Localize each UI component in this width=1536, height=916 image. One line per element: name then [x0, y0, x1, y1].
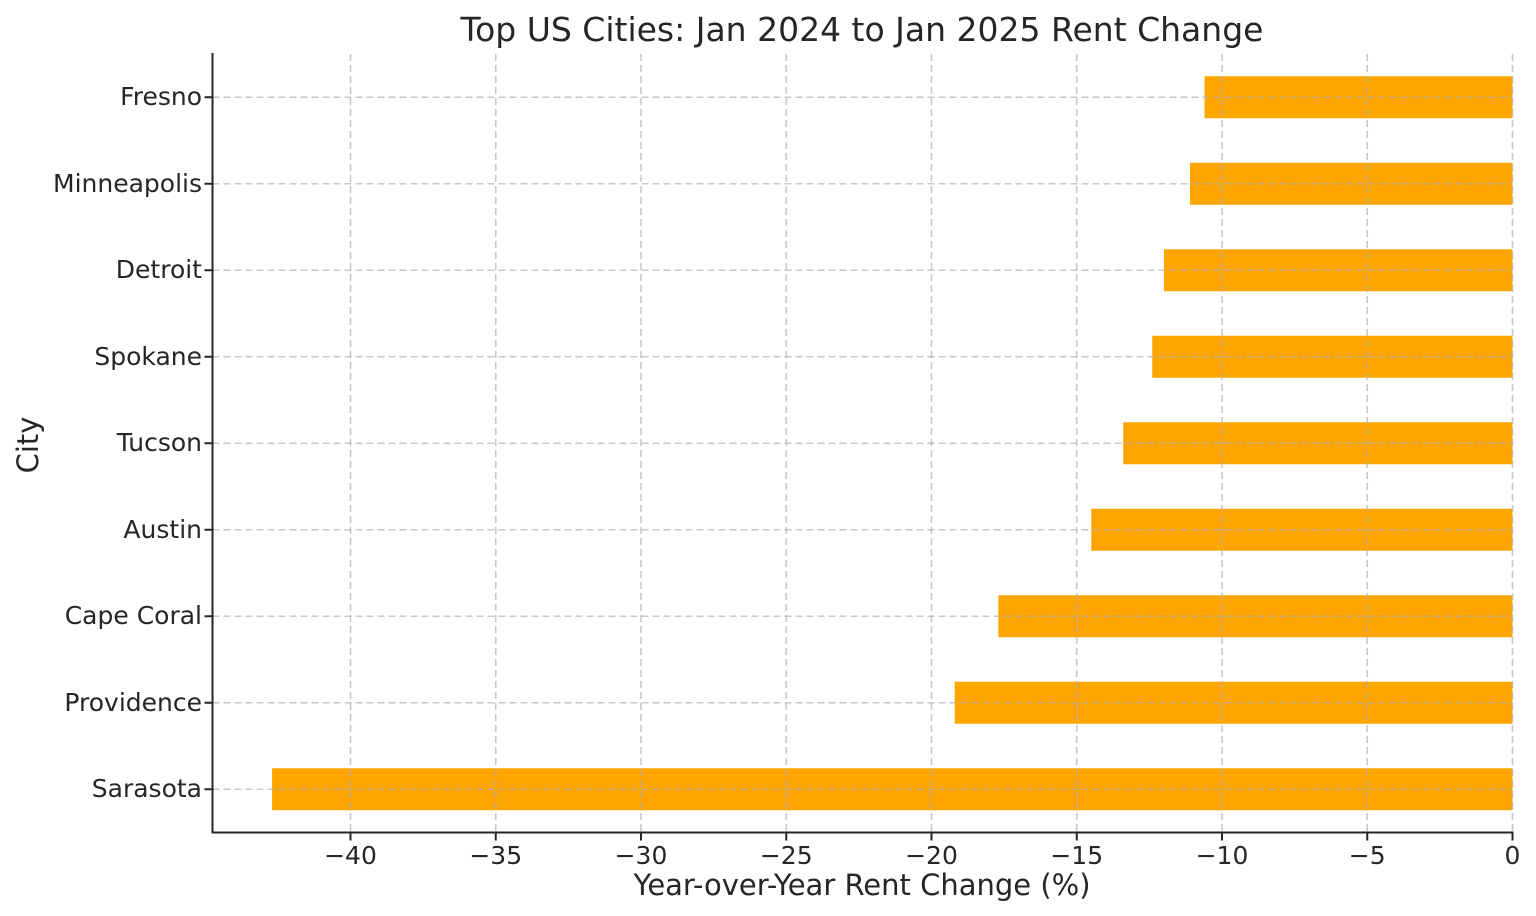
- x-tick-label: −30: [614, 841, 668, 870]
- y-tick-label-sarasota: Sarasota: [91, 774, 202, 804]
- x-tick-label: −35: [469, 841, 523, 870]
- x-tick-label: 0: [1504, 841, 1521, 870]
- x-tick-label: −10: [1195, 841, 1249, 870]
- y-tick-label-cape-coral: Cape Coral: [64, 601, 202, 631]
- y-tick-label-austin: Austin: [123, 514, 202, 544]
- bar-spokane: [1152, 335, 1513, 378]
- y-tick-label-tucson: Tucson: [116, 428, 202, 458]
- bar-providence: [954, 681, 1513, 724]
- x-tick-label: −20: [905, 841, 958, 870]
- y-tick-label-detroit: Detroit: [115, 255, 202, 285]
- x-tick-label: −25: [759, 841, 813, 870]
- x-tick-label: −5: [1348, 841, 1386, 870]
- chart-title: Top US Cities: Jan 2024 to Jan 2025 Rent…: [460, 10, 1264, 49]
- y-tick-label-providence: Providence: [64, 687, 202, 717]
- y-tick-label-minneapolis: Minneapolis: [53, 168, 202, 198]
- x-axis-label: Year-over-Year Rent Change (%): [633, 868, 1091, 902]
- x-tick-label: −40: [324, 841, 377, 870]
- x-tick-label: −15: [1050, 841, 1104, 870]
- y-tick-label-spokane: Spokane: [94, 341, 202, 371]
- y-tick-label-fresno: Fresno: [120, 82, 202, 112]
